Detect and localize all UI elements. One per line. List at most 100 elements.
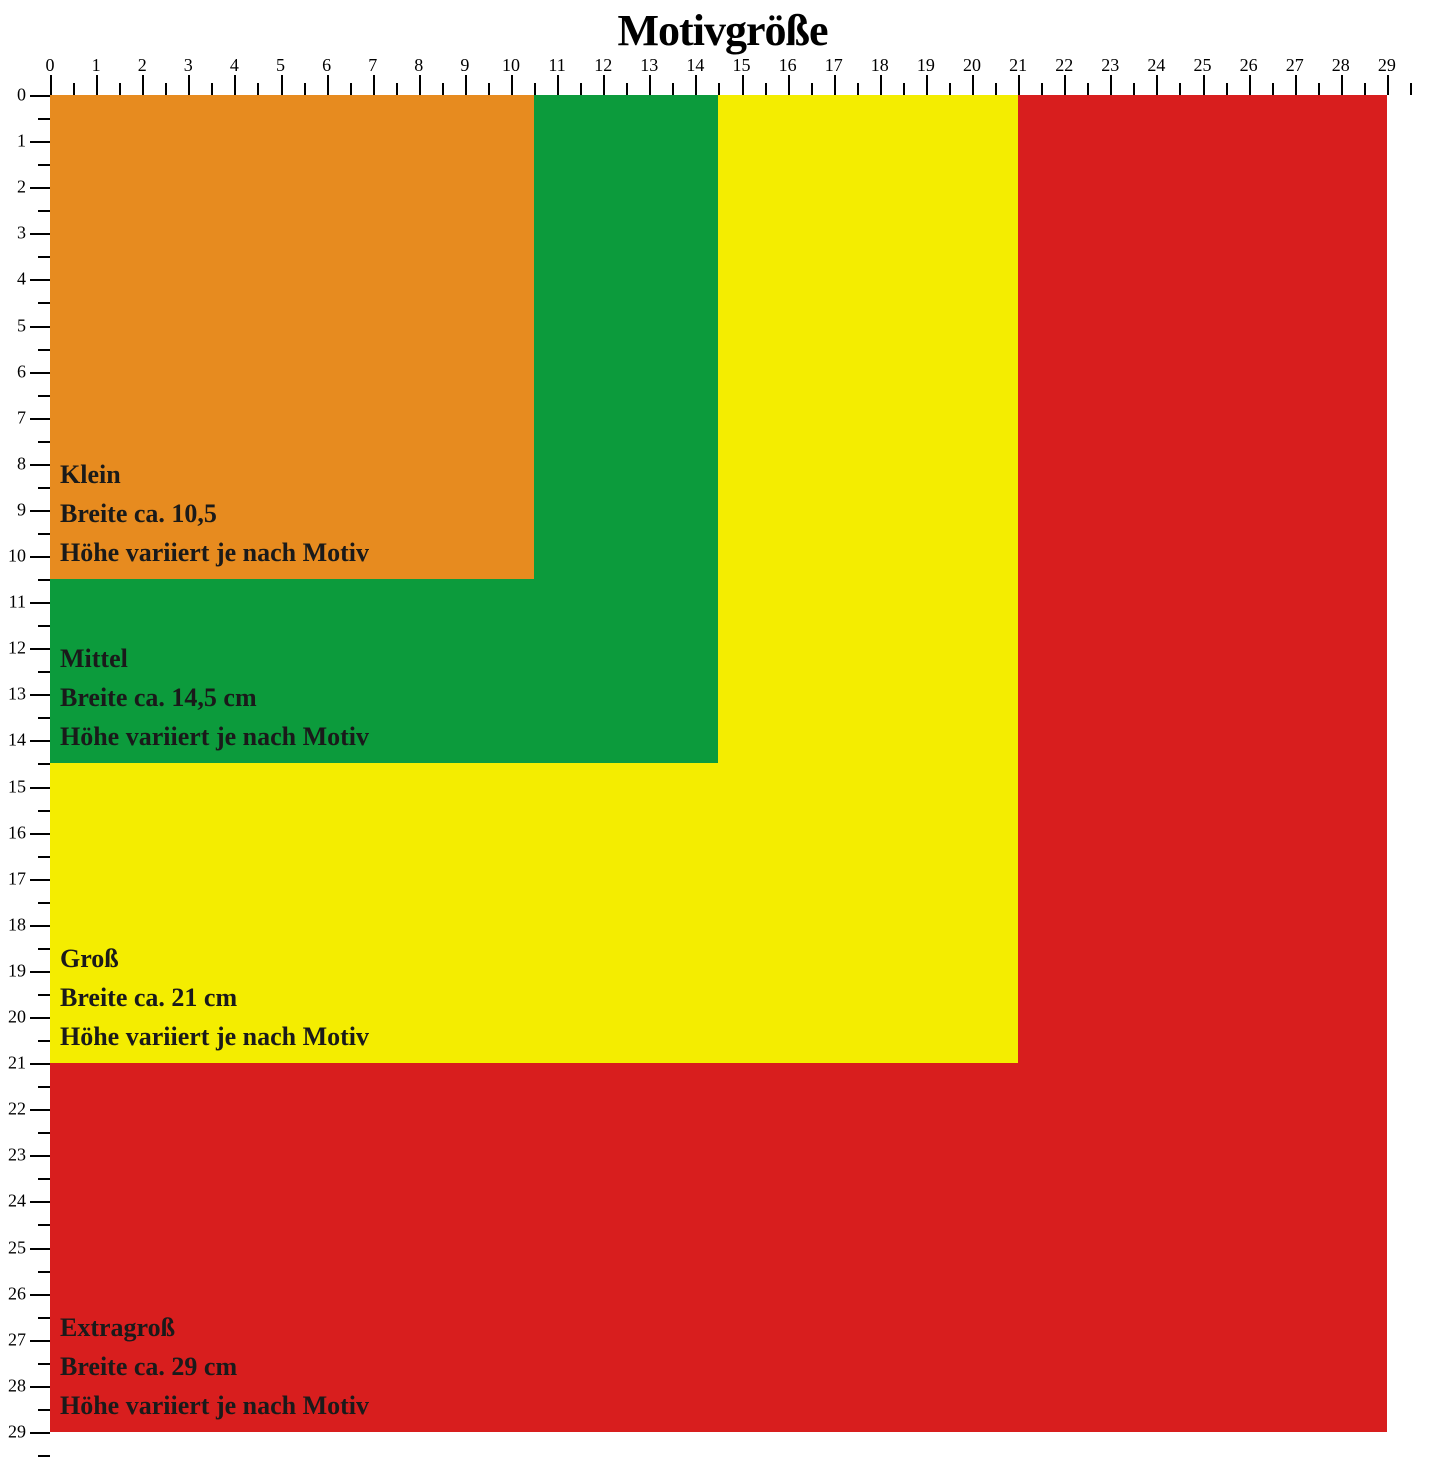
ruler-tick <box>38 487 50 489</box>
ruler-tick <box>718 83 720 95</box>
ruler-tick <box>442 83 444 95</box>
ruler-tick <box>38 810 50 812</box>
ruler-tick <box>30 187 50 189</box>
ruler-label: 3 <box>17 223 26 244</box>
ruler-tick <box>857 83 859 95</box>
ruler-tick <box>511 75 513 95</box>
ruler-tick <box>1133 83 1135 95</box>
ruler-tick <box>1087 83 1089 95</box>
ruler-label: 28 <box>8 1375 26 1396</box>
ruler-label: 9 <box>460 55 469 76</box>
ruler-tick <box>30 418 50 420</box>
ruler-label: 20 <box>963 55 981 76</box>
ruler-tick <box>350 83 352 95</box>
ruler-tick <box>1272 83 1274 95</box>
ruler-tick <box>38 1224 50 1226</box>
ruler-tick <box>995 83 997 95</box>
ruler-label: 2 <box>17 177 26 198</box>
ruler-left: 0123456789101112131415161718192021222324… <box>15 95 50 1415</box>
ruler-tick <box>949 83 951 95</box>
ruler-tick <box>38 533 50 535</box>
ruler-tick <box>30 510 50 512</box>
ruler-tick <box>30 787 50 789</box>
ruler-tick <box>30 1432 50 1434</box>
ruler-label: 15 <box>8 776 26 797</box>
ruler-label: 18 <box>8 914 26 935</box>
ruler-label: 4 <box>230 55 239 76</box>
ruler-tick <box>30 372 50 374</box>
ruler-label: 3 <box>184 55 193 76</box>
ruler-label: 23 <box>1101 55 1119 76</box>
ruler-tick <box>38 717 50 719</box>
size-label-line: Breite ca. 14,5 cm <box>60 678 369 717</box>
ruler-tick <box>38 210 50 212</box>
ruler-tick <box>603 75 605 95</box>
ruler-tick <box>38 395 50 397</box>
ruler-tick <box>96 75 98 95</box>
ruler-label: 6 <box>17 361 26 382</box>
ruler-tick <box>38 1040 50 1042</box>
size-label-line: Höhe variiert je nach Motiv <box>60 1017 369 1056</box>
ruler-label: 26 <box>8 1283 26 1304</box>
ruler-label: 25 <box>8 1237 26 1258</box>
size-label-line: Breite ca. 21 cm <box>60 978 369 1017</box>
ruler-tick <box>211 83 213 95</box>
size-label-line: Mittel <box>60 639 369 678</box>
ruler-tick <box>1387 75 1389 95</box>
ruler-label: 17 <box>825 55 843 76</box>
size-label-line: Extragroß <box>60 1308 369 1347</box>
ruler-label: 18 <box>871 55 889 76</box>
ruler-tick <box>30 1386 50 1388</box>
ruler-tick <box>1410 83 1412 95</box>
ruler-label: 24 <box>1147 55 1165 76</box>
ruler-tick <box>1226 83 1228 95</box>
ruler-tick <box>142 75 144 95</box>
ruler-tick <box>30 1340 50 1342</box>
ruler-tick <box>30 326 50 328</box>
size-label-line: Höhe variiert je nach Motiv <box>60 1386 369 1425</box>
ruler-tick <box>38 994 50 996</box>
ruler-tick <box>30 1294 50 1296</box>
ruler-tick <box>534 83 536 95</box>
ruler-tick <box>1341 75 1343 95</box>
ruler-label: 5 <box>276 55 285 76</box>
ruler-tick <box>38 1132 50 1134</box>
ruler-tick <box>304 83 306 95</box>
ruler-label: 11 <box>9 592 26 613</box>
ruler-tick <box>30 233 50 235</box>
ruler-label: 2 <box>138 55 147 76</box>
ruler-tick <box>30 971 50 973</box>
ruler-label: 8 <box>17 453 26 474</box>
ruler-tick <box>1110 75 1112 95</box>
ruler-label: 19 <box>917 55 935 76</box>
ruler-tick <box>38 763 50 765</box>
ruler-tick <box>30 279 50 281</box>
ruler-tick <box>30 141 50 143</box>
ruler-tick <box>626 83 628 95</box>
ruler-label: 1 <box>17 131 26 152</box>
ruler-tick <box>165 83 167 95</box>
ruler-label: 17 <box>8 868 26 889</box>
ruler-tick <box>38 1363 50 1365</box>
ruler-tick <box>38 349 50 351</box>
ruler-label: 12 <box>594 55 612 76</box>
ruler-tick <box>327 75 329 95</box>
size-label-line: Höhe variiert je nach Motiv <box>60 533 369 572</box>
ruler-tick <box>30 879 50 881</box>
ruler-label: 7 <box>17 407 26 428</box>
ruler-label: 29 <box>1378 55 1396 76</box>
ruler-label: 0 <box>46 55 55 76</box>
ruler-tick <box>373 75 375 95</box>
ruler-tick <box>30 1017 50 1019</box>
ruler-tick <box>672 83 674 95</box>
ruler-label: 21 <box>8 1053 26 1074</box>
ruler-tick <box>30 556 50 558</box>
ruler-tick <box>488 83 490 95</box>
ruler-tick <box>38 1086 50 1088</box>
ruler-tick <box>742 75 744 95</box>
ruler-tick <box>30 1109 50 1111</box>
size-label-groß: GroßBreite ca. 21 cmHöhe variiert je nac… <box>60 939 369 1056</box>
ruler-label: 22 <box>1055 55 1073 76</box>
ruler-tick <box>1203 75 1205 95</box>
ruler-tick <box>1041 83 1043 95</box>
